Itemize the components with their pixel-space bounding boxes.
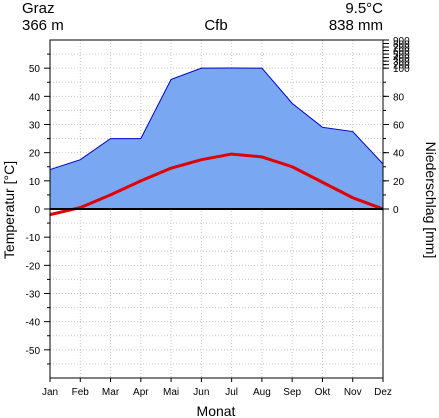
climate-class: Cfb bbox=[204, 17, 227, 34]
y-right-tick-label: 200 bbox=[393, 61, 410, 72]
station-name: Graz bbox=[22, 0, 55, 17]
y-right-tick-label: 900 bbox=[393, 36, 410, 47]
precipitation-line bbox=[49, 67, 384, 171]
y-left-tick-label: -20 bbox=[26, 261, 41, 272]
y-left-tick-label: 30 bbox=[29, 121, 41, 132]
y-right-tick-label: 800 bbox=[393, 40, 410, 51]
y-right-tick-label: 60 bbox=[393, 121, 405, 132]
y-right-tick-label: 400 bbox=[393, 54, 410, 65]
y-axis-left-label: Temperatur [°C] bbox=[1, 161, 17, 259]
precipitation-area bbox=[50, 68, 383, 210]
y-right-tick-label: 600 bbox=[393, 47, 410, 58]
y-axis-right-label: Niederschlag [mm] bbox=[423, 142, 439, 259]
station-elevation: 366 m bbox=[22, 17, 64, 34]
y-left-tick-label: 20 bbox=[29, 149, 41, 160]
x-tick-label: Sep bbox=[283, 387, 301, 398]
x-tick-label: Feb bbox=[72, 387, 90, 398]
y-right-tick-label: 100 bbox=[393, 64, 410, 75]
y-right-tick-label: 20 bbox=[393, 177, 405, 188]
x-tick-label: Aug bbox=[253, 387, 271, 398]
x-axis-label: Monat bbox=[197, 403, 236, 418]
y-left-tick-label: -10 bbox=[26, 233, 41, 244]
y-left-tick-label: -50 bbox=[26, 346, 41, 357]
x-tick-label: Mai bbox=[163, 387, 179, 398]
x-tick-label: Jan bbox=[42, 387, 58, 398]
y-left-tick-label: 0 bbox=[34, 205, 40, 216]
temperature-series bbox=[49, 152, 384, 217]
annual-precipitation: 838 mm bbox=[329, 17, 383, 34]
x-tick-label: Okt bbox=[315, 387, 331, 398]
x-tick-label: Nov bbox=[344, 387, 362, 398]
y-right-tick-label: 0 bbox=[393, 205, 399, 216]
y-left-tick-label: -30 bbox=[26, 290, 41, 301]
y-right-tick-label: 300 bbox=[393, 57, 410, 68]
y-left-tick-label: -40 bbox=[26, 318, 41, 329]
y-right-tick-label: 500 bbox=[393, 50, 410, 61]
y-left-tick-label: 40 bbox=[29, 92, 41, 103]
x-tick-label: Apr bbox=[133, 387, 149, 398]
y-right-tick-label: 700 bbox=[393, 43, 410, 54]
y-left-tick-label: 50 bbox=[29, 64, 41, 75]
x-tick-label: Jul bbox=[225, 387, 238, 398]
temperature-line bbox=[49, 152, 384, 217]
y-left-tick-label: 10 bbox=[29, 177, 41, 188]
precipitation-series bbox=[49, 67, 384, 210]
x-tick-label: Jun bbox=[193, 387, 209, 398]
x-tick-label: Dez bbox=[374, 387, 392, 398]
annual-temperature: 9.5°C bbox=[345, 0, 383, 17]
x-tick-label: Mar bbox=[102, 387, 120, 398]
y-right-tick-label: 40 bbox=[393, 149, 405, 160]
y-right-tick-label: 80 bbox=[393, 92, 405, 103]
axes: 50403020100-10-20-30-40-5090080070060050… bbox=[26, 36, 411, 398]
